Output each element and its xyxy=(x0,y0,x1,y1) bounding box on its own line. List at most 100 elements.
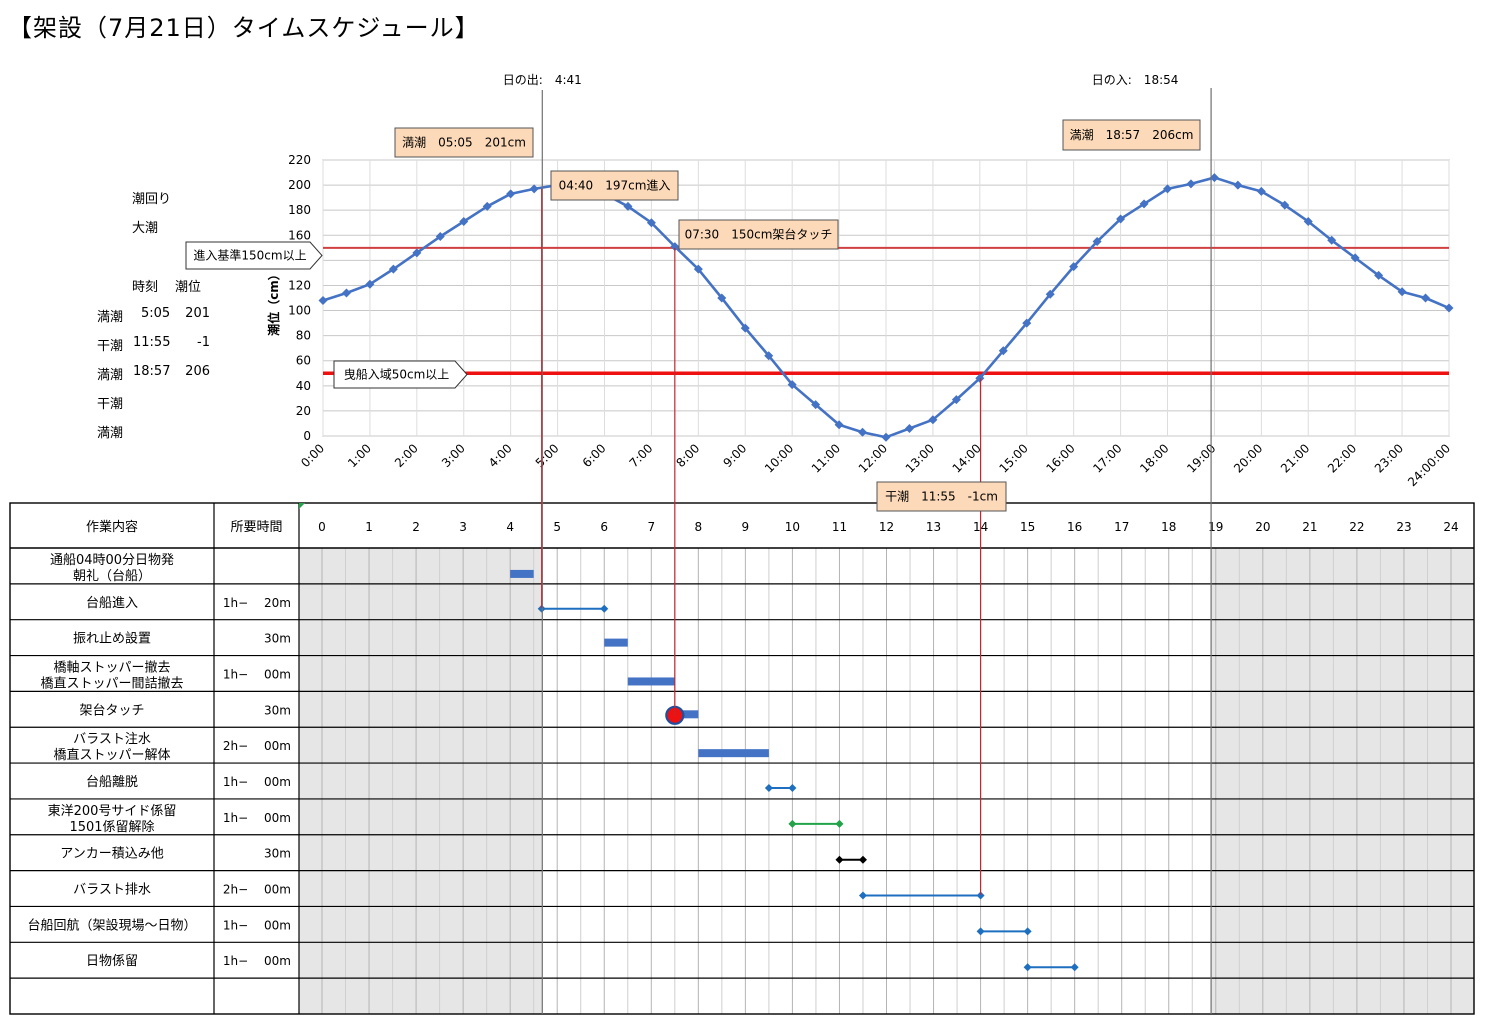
callout-text: 07:30 150cm架台タッチ xyxy=(685,227,833,242)
threshold-label-text: 進入基準150cm以上 xyxy=(193,248,306,263)
tide-point xyxy=(1139,199,1149,209)
hour-header: 22 xyxy=(1349,520,1364,534)
task-label: 1501係留解除 xyxy=(69,820,154,835)
tide-point xyxy=(529,184,539,194)
hour-header: 5 xyxy=(553,520,561,534)
task-endpoint xyxy=(976,891,985,900)
y-axis-label: 潮位（cm） xyxy=(266,268,281,336)
x-tick-label: 24:00:00 xyxy=(1405,441,1453,489)
task-label: 台船離脱 xyxy=(86,775,138,790)
hour-header: 9 xyxy=(742,520,750,534)
x-tick-label: 10:00 xyxy=(762,441,796,475)
x-tick-label: 17:00 xyxy=(1090,441,1124,475)
task-endpoint xyxy=(1023,927,1032,936)
duration-label: 2h− 00m xyxy=(223,739,291,753)
hour-header: 17 xyxy=(1114,520,1129,534)
y-tick-label: 40 xyxy=(296,379,311,393)
callout-box: 干潮 11:55 -1cm xyxy=(876,481,1007,512)
tide-point xyxy=(811,400,821,410)
tide-point xyxy=(1092,237,1102,247)
tide-type: 干潮 xyxy=(97,339,124,354)
callout-background xyxy=(876,481,1007,512)
hour-header: 15 xyxy=(1020,520,1035,534)
y-tick-label: 60 xyxy=(296,354,311,368)
hour-header: 11 xyxy=(832,520,847,534)
page-title: 【架設（7月21日）タイムスケジュール】 xyxy=(8,14,480,42)
tide-point xyxy=(318,296,328,306)
tide-point xyxy=(670,242,680,252)
task-bar xyxy=(627,677,675,686)
tide-point xyxy=(1069,262,1079,272)
task-column-header: 作業内容 xyxy=(86,519,138,535)
duration-label: 1h− 00m xyxy=(223,667,291,681)
duration-label: 1h− 00m xyxy=(223,775,291,789)
x-tick-label: 3:00 xyxy=(439,441,468,470)
tide-point xyxy=(904,423,914,433)
task-endpoint xyxy=(788,784,797,792)
tide-point xyxy=(623,201,633,211)
x-tick-label: 20:00 xyxy=(1231,441,1265,475)
tide-time: 11:55 xyxy=(133,335,171,350)
x-tick-label: 8:00 xyxy=(673,441,702,470)
x-tick-label: 5:00 xyxy=(533,441,562,470)
callout-text: 満潮 05:05 201cm xyxy=(402,135,526,150)
x-tick-label: 23:00 xyxy=(1372,441,1406,475)
hour-header: 0 xyxy=(318,520,326,534)
tide-point xyxy=(506,189,516,199)
task-label: 台船進入 xyxy=(86,596,138,611)
task-endpoint xyxy=(835,855,844,864)
tide-cycle-value: 大潮 xyxy=(132,221,159,236)
tide-point xyxy=(717,293,727,303)
callout-box: 07:30 150cm架台タッチ xyxy=(678,219,839,250)
threshold-label: 曳船入域50cm以上 xyxy=(333,360,468,389)
task-endpoint xyxy=(788,819,797,828)
night-shade-morning xyxy=(299,548,543,1014)
y-tick-label: 120 xyxy=(288,278,311,292)
threshold-label-text: 曳船入域50cm以上 xyxy=(344,368,450,382)
tide-point xyxy=(1327,235,1337,245)
hour-header: 19 xyxy=(1208,520,1223,534)
tide-point xyxy=(1209,173,1219,183)
task-endpoint xyxy=(976,927,985,936)
tide-level: 201 xyxy=(185,306,210,321)
task-endpoint xyxy=(537,604,546,613)
task-endpoint xyxy=(764,784,773,792)
task-bar xyxy=(698,749,769,758)
x-tick-label: 12:00 xyxy=(856,441,890,475)
time-header: 時刻 xyxy=(132,280,159,295)
hour-header: 8 xyxy=(695,520,703,534)
hour-header: 6 xyxy=(600,520,608,534)
x-tick-label: 7:00 xyxy=(627,441,656,470)
tide-point xyxy=(881,432,891,442)
task-label: 朝礼（台船） xyxy=(73,568,151,584)
hour-header: 24 xyxy=(1443,520,1458,534)
hour-header: 13 xyxy=(926,520,941,534)
tide-point xyxy=(1163,184,1172,194)
y-tick-label: 80 xyxy=(296,329,311,343)
hour-header: 4 xyxy=(506,520,514,534)
x-tick-label: 6:00 xyxy=(580,441,609,470)
tide-point xyxy=(1022,318,1032,328)
callout-box: 満潮 18:57 206cm xyxy=(1062,119,1201,151)
hour-header: 23 xyxy=(1396,520,1411,534)
tide-point xyxy=(1303,216,1313,226)
task-label: 橋直ストッパー間詰撤去 xyxy=(40,675,183,691)
hour-header: 3 xyxy=(459,520,467,534)
x-tick-label: 4:00 xyxy=(486,441,515,470)
duration-label: 1h− 00m xyxy=(223,811,291,825)
threshold-label: 進入基準150cm以上 xyxy=(185,241,323,270)
x-tick-label: 2:00 xyxy=(392,441,421,470)
callout-text: 04:40 197cm進入 xyxy=(559,179,671,193)
tide-point xyxy=(693,264,703,274)
duration-label: 1h− 00m xyxy=(223,918,291,932)
tide-point xyxy=(646,218,656,228)
tide-time: 18:57 xyxy=(133,364,171,379)
hour-header: 18 xyxy=(1161,520,1176,534)
y-tick-label: 220 xyxy=(288,153,311,167)
tide-point xyxy=(975,373,985,383)
duration-column-header: 所要時間 xyxy=(230,520,282,535)
y-tick-label: 100 xyxy=(288,304,311,318)
tide-point xyxy=(1116,214,1126,224)
callout-box: 04:40 197cm進入 xyxy=(550,170,679,201)
